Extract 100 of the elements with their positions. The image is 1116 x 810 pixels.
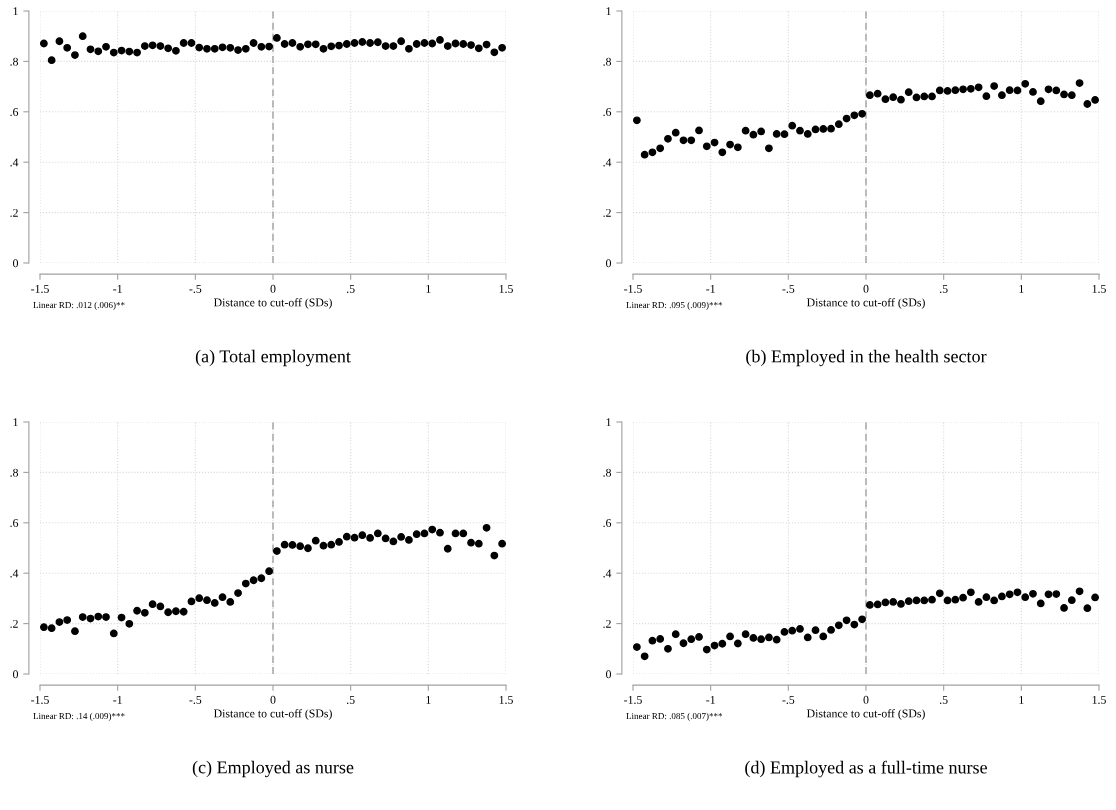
point (889, 598, 898, 606)
point (998, 91, 1006, 100)
x-tick-label: 0 (270, 695, 276, 704)
point (865, 91, 874, 100)
point (811, 626, 820, 635)
y-tick-label: 1 (606, 7, 611, 16)
point (733, 639, 742, 648)
x-axis-title: Distance to cut-off (SDs) (213, 298, 332, 309)
point (687, 136, 696, 145)
point (1052, 86, 1061, 95)
x-tick-label: -1 (706, 695, 715, 704)
point (1044, 590, 1053, 599)
point (443, 544, 452, 553)
point (335, 41, 343, 50)
point (412, 530, 421, 539)
point (1075, 587, 1084, 596)
point (702, 645, 711, 654)
point (148, 41, 157, 50)
point (319, 541, 328, 550)
point (467, 538, 475, 547)
point (726, 632, 734, 641)
point (218, 43, 227, 52)
point (1091, 96, 1099, 104)
point (865, 601, 874, 609)
point (904, 88, 913, 97)
point (1075, 79, 1084, 87)
point (1021, 79, 1030, 88)
point (195, 594, 204, 603)
point (656, 635, 665, 643)
point (633, 116, 641, 125)
point (342, 532, 351, 541)
point (436, 528, 444, 537)
point (974, 598, 983, 606)
point (140, 608, 149, 617)
point (695, 633, 703, 641)
point (842, 114, 851, 123)
point (156, 42, 165, 50)
point (78, 32, 87, 41)
point (850, 111, 859, 120)
point (311, 40, 320, 49)
point (765, 633, 773, 642)
point (780, 628, 789, 636)
point (990, 596, 999, 605)
point (40, 623, 48, 632)
point (436, 36, 444, 44)
point (1013, 86, 1022, 95)
point (71, 627, 79, 636)
point (920, 92, 929, 101)
point (451, 39, 460, 48)
point (179, 39, 188, 47)
point (358, 531, 367, 540)
text: (c) Employed as nurse (192, 760, 354, 778)
point (459, 529, 468, 538)
point (335, 538, 343, 546)
point (1060, 604, 1068, 612)
point (280, 540, 289, 549)
point (373, 38, 382, 47)
point (397, 533, 406, 541)
point (156, 602, 165, 611)
point (772, 635, 781, 644)
x-tick-label: -.5 (189, 284, 202, 293)
point (803, 130, 812, 138)
point (664, 644, 672, 653)
point (935, 86, 944, 95)
point (428, 39, 437, 48)
y-tick-label: 0 (606, 259, 612, 268)
text: (b) Employed in the health sector (746, 349, 987, 367)
x-tick-label: .5 (347, 284, 355, 293)
point (881, 598, 890, 607)
point (710, 641, 719, 650)
x-tick-label: 1 (1019, 284, 1024, 293)
point (428, 525, 437, 534)
point (148, 600, 157, 609)
point (272, 547, 281, 555)
point (1067, 91, 1076, 100)
point (788, 121, 797, 130)
point (928, 92, 936, 101)
x-axis-title: Distance to cut-off (SDs) (213, 709, 332, 720)
point (234, 589, 242, 597)
point (373, 529, 382, 538)
point (749, 634, 758, 642)
point (187, 39, 196, 47)
text: (d) Employed as a full-time nurse (745, 760, 987, 778)
point (648, 148, 657, 157)
y-tick-label: .4 (603, 569, 612, 578)
point (474, 539, 483, 548)
point (366, 534, 374, 542)
point (897, 600, 905, 608)
x-tick-label: -1.5 (31, 695, 49, 704)
y-tick-label: 0 (606, 670, 612, 679)
point (695, 126, 703, 135)
point (133, 606, 141, 615)
point (1013, 588, 1022, 597)
y-tick-label: .2 (10, 208, 18, 217)
point (834, 120, 843, 129)
point (904, 597, 913, 606)
point (1005, 590, 1014, 599)
y-tick-label: .6 (10, 519, 19, 528)
point (966, 588, 975, 597)
text: Linear RD: .012 (.006)** (33, 301, 125, 310)
